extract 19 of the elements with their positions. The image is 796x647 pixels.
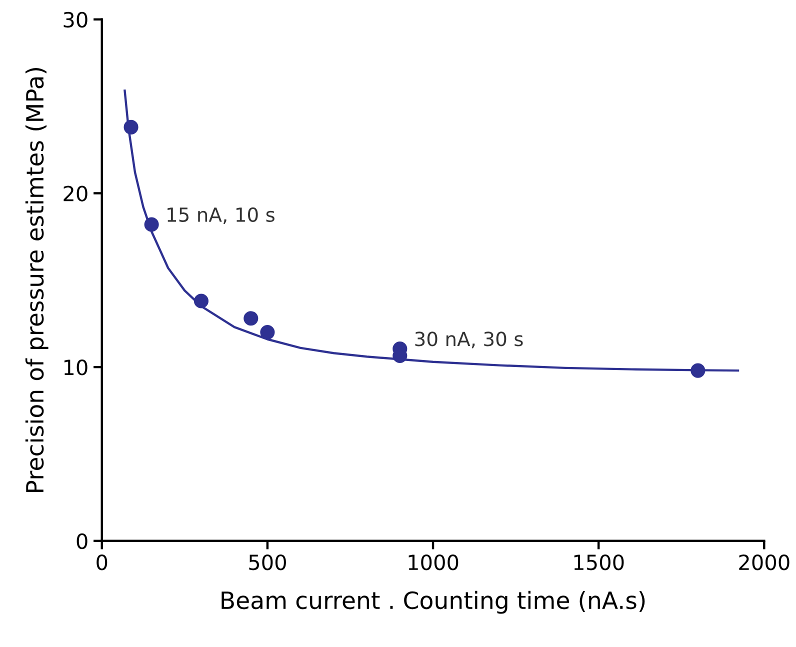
annotation: 15 nA, 10 s	[168, 207, 274, 224]
point	[690, 363, 706, 378]
x-tick-label: 1500	[574, 554, 624, 570]
y-tick-label: 30	[64, 12, 88, 28]
x-tick-label: 500	[249, 554, 286, 570]
x-tick-label: 2000	[739, 554, 790, 570]
y-tick-label: 10	[64, 360, 88, 376]
point	[124, 120, 138, 134]
annotation: 30 nA, 30 s	[415, 332, 523, 348]
y-tick-label: 20	[64, 186, 88, 202]
point	[260, 325, 275, 340]
x-axis-title: Beam current . Counting time (nA.s)	[222, 590, 645, 614]
x-tick-label: 1000	[408, 554, 458, 570]
point	[194, 294, 209, 308]
x-tick-label: 0	[96, 554, 108, 570]
y-tick-label: 0	[76, 533, 88, 550]
point	[244, 311, 258, 326]
y-axis-title: Precision of pressure estimtes (MPa)	[25, 68, 48, 492]
point	[144, 217, 159, 232]
